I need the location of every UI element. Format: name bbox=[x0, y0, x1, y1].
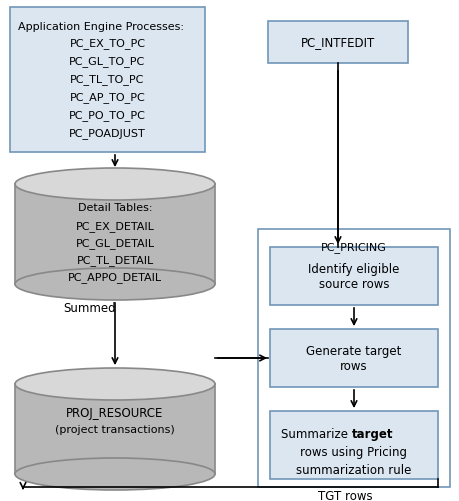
Text: PC_EX_DETAIL: PC_EX_DETAIL bbox=[76, 220, 154, 231]
FancyBboxPatch shape bbox=[258, 229, 450, 487]
Text: PC_TL_TO_PC: PC_TL_TO_PC bbox=[70, 74, 145, 85]
Text: PC_PRICING: PC_PRICING bbox=[321, 241, 387, 253]
FancyBboxPatch shape bbox=[270, 247, 438, 306]
Text: Identify eligible
source rows: Identify eligible source rows bbox=[308, 263, 400, 291]
Text: PC_POADJUST: PC_POADJUST bbox=[69, 128, 146, 139]
Text: Application Engine Processes:: Application Engine Processes: bbox=[18, 22, 184, 32]
Text: Generate target
rows: Generate target rows bbox=[306, 344, 402, 372]
Text: PC_PO_TO_PC: PC_PO_TO_PC bbox=[69, 110, 146, 121]
Ellipse shape bbox=[15, 458, 215, 490]
Text: target: target bbox=[352, 427, 393, 440]
Text: PROJ_RESOURCE: PROJ_RESOURCE bbox=[66, 406, 164, 419]
Text: PC_INTFEDIT: PC_INTFEDIT bbox=[301, 37, 375, 50]
Text: PC_APPO_DETAIL: PC_APPO_DETAIL bbox=[68, 272, 162, 283]
Ellipse shape bbox=[15, 169, 215, 200]
Text: Summed: Summed bbox=[64, 302, 116, 314]
Text: PC_AP_TO_PC: PC_AP_TO_PC bbox=[70, 92, 146, 103]
Polygon shape bbox=[15, 384, 215, 474]
Text: summarization rule: summarization rule bbox=[297, 463, 412, 476]
FancyBboxPatch shape bbox=[268, 22, 408, 64]
FancyBboxPatch shape bbox=[10, 8, 205, 153]
Ellipse shape bbox=[15, 269, 215, 301]
Ellipse shape bbox=[15, 368, 215, 400]
Text: Summarize: Summarize bbox=[281, 427, 352, 440]
FancyBboxPatch shape bbox=[270, 329, 438, 387]
Text: Detail Tables:: Detail Tables: bbox=[78, 202, 152, 212]
Text: rows using Pricing: rows using Pricing bbox=[301, 445, 408, 458]
Polygon shape bbox=[15, 185, 215, 285]
Text: (project transactions): (project transactions) bbox=[55, 424, 175, 434]
FancyBboxPatch shape bbox=[270, 411, 438, 479]
Text: PC_EX_TO_PC: PC_EX_TO_PC bbox=[69, 38, 146, 49]
Text: PC_GL_TO_PC: PC_GL_TO_PC bbox=[69, 56, 146, 67]
Text: PC_GL_DETAIL: PC_GL_DETAIL bbox=[75, 237, 155, 248]
Text: TGT rows: TGT rows bbox=[318, 489, 372, 501]
Text: PC_TL_DETAIL: PC_TL_DETAIL bbox=[76, 255, 154, 266]
